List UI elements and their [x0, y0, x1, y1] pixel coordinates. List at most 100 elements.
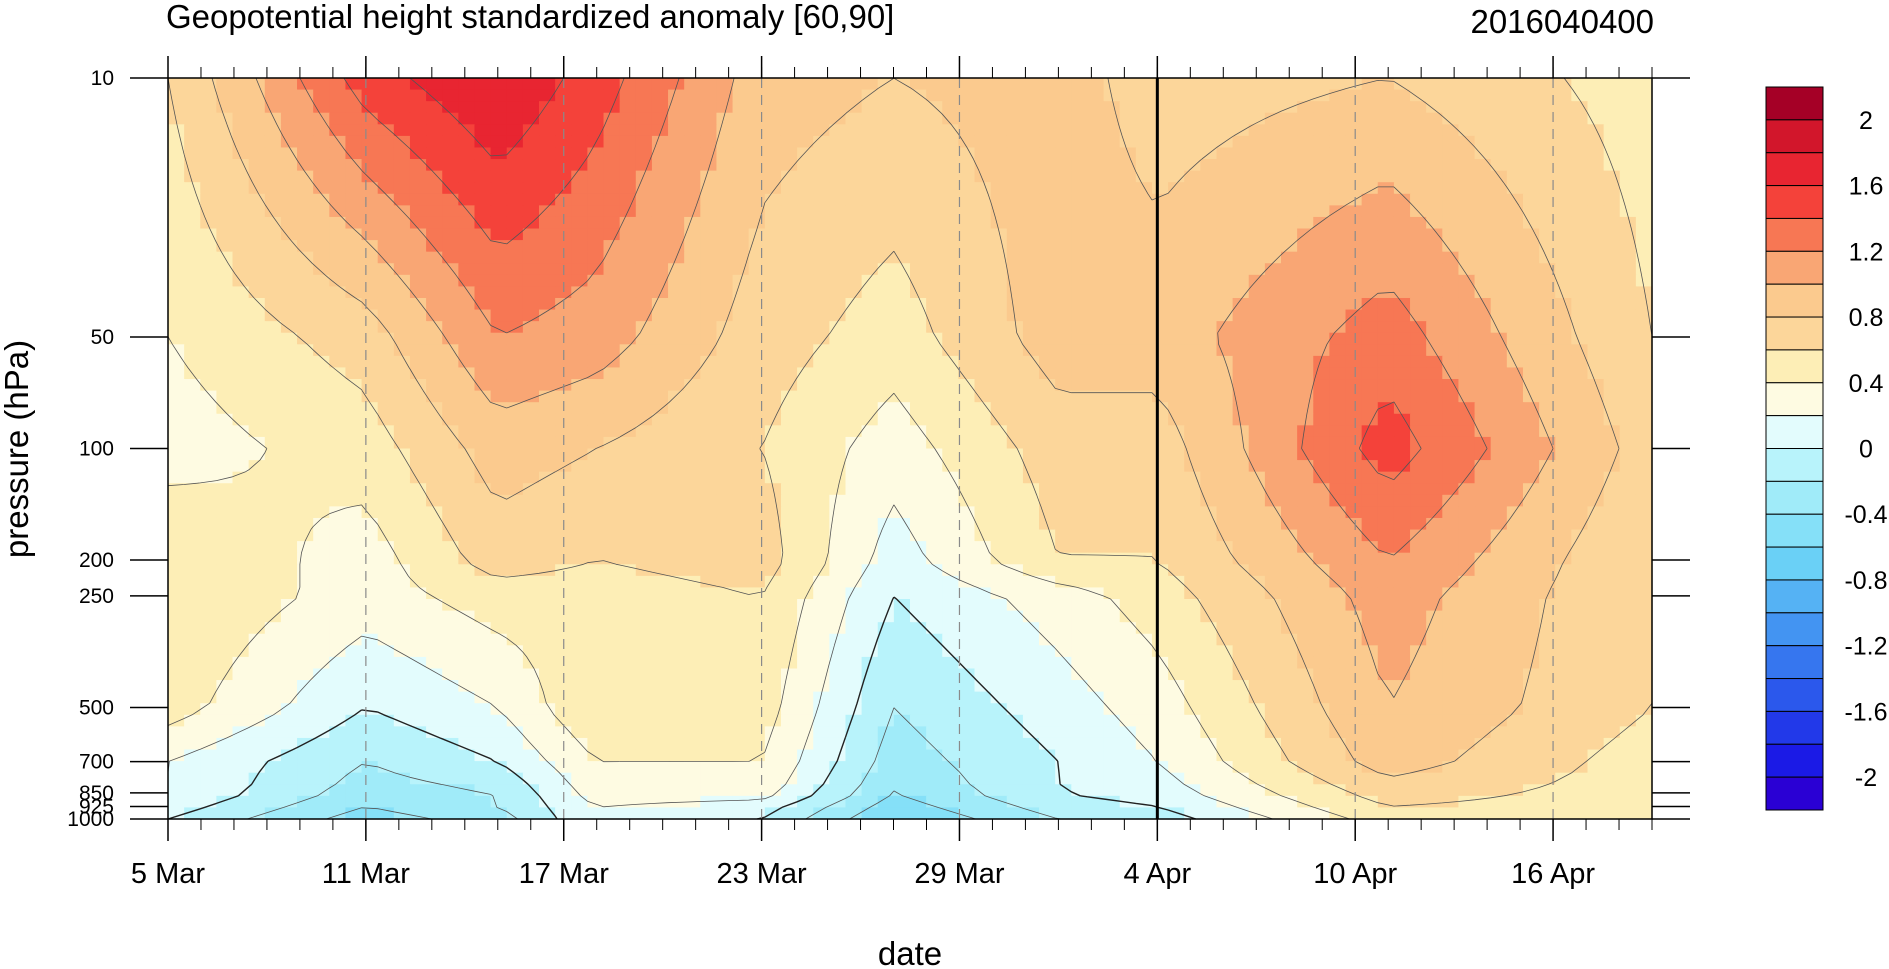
contour-cell — [1071, 402, 1089, 415]
contour-cell — [313, 193, 330, 206]
contour-cell — [200, 78, 217, 91]
contour-cell — [974, 309, 992, 322]
contour-cell — [587, 251, 605, 264]
contour-cell — [1571, 159, 1589, 172]
contour-cell — [619, 610, 637, 623]
contour-cell — [1587, 321, 1605, 334]
contour-cell — [684, 541, 701, 554]
contour-cell — [1603, 309, 1621, 322]
contour-cell — [1297, 610, 1314, 623]
contour-cell — [1151, 691, 1169, 704]
contour-cell — [974, 436, 992, 450]
contour-cell — [184, 170, 201, 183]
contour-cell — [910, 587, 927, 600]
contour-cell — [861, 517, 879, 531]
contour-cell — [474, 89, 492, 102]
contour-cell — [1184, 205, 1201, 218]
contour-cell — [1281, 78, 1298, 91]
contour-cell — [716, 668, 734, 681]
contour-cell — [764, 170, 782, 183]
contour-cell — [1571, 552, 1589, 565]
contour-cell — [1377, 494, 1395, 507]
contour-cell — [248, 286, 266, 299]
contour-cell — [1603, 425, 1621, 438]
contour-cell — [813, 182, 830, 195]
contour-cell — [1200, 101, 1218, 114]
contour-cell — [829, 355, 847, 369]
contour-cell — [813, 425, 830, 438]
contour-cell — [377, 680, 395, 693]
contour-cell — [1555, 610, 1572, 623]
contour-cell — [829, 263, 847, 276]
contour-cell — [732, 182, 750, 195]
contour-cell — [506, 529, 524, 542]
contour-cell — [1281, 112, 1298, 125]
contour-cell — [1232, 529, 1250, 542]
contour-cell — [426, 494, 443, 507]
contour-cell — [1281, 332, 1298, 345]
contour-cell — [893, 297, 911, 311]
contour-cell — [990, 170, 1008, 183]
contour-cell — [1393, 494, 1411, 507]
contour-cell — [1264, 564, 1282, 577]
contour-cell — [313, 101, 330, 114]
contour-cell — [1006, 691, 1024, 704]
contour-cell — [1571, 494, 1589, 507]
contour-cell — [1619, 367, 1637, 380]
contour-cell — [1522, 680, 1540, 693]
contour-cell — [926, 691, 943, 704]
contour-cell — [797, 529, 814, 542]
contour-cell — [184, 344, 201, 357]
contour-cell — [651, 297, 669, 311]
contour-cell — [1216, 344, 1234, 357]
contour-cell — [845, 668, 863, 681]
contour-cell — [1571, 691, 1589, 704]
contour-cell — [1264, 425, 1282, 438]
contour-cell — [539, 112, 556, 125]
contour-cell — [522, 587, 540, 600]
contour-cell — [426, 170, 443, 183]
contour-cell — [845, 112, 863, 125]
contour-cell — [522, 379, 540, 392]
contour-cell — [1200, 78, 1218, 91]
contour-cell — [684, 402, 701, 415]
contour-cell — [926, 413, 943, 426]
contour-cell — [361, 193, 379, 206]
contour-cell — [877, 205, 895, 218]
contour-cell — [1168, 321, 1185, 334]
contour-cell — [1426, 483, 1443, 496]
contour-cell — [1184, 135, 1201, 149]
contour-cell — [442, 159, 459, 172]
contour-cell — [248, 216, 266, 230]
contour-cell — [797, 402, 814, 415]
contour-cell — [1539, 332, 1556, 345]
contour-cell — [474, 101, 492, 114]
contour-cell — [1393, 309, 1411, 322]
contour-cell — [313, 517, 330, 531]
contour-cell — [1361, 633, 1379, 646]
contour-cell — [829, 367, 847, 380]
contour-cell — [1264, 135, 1282, 149]
contour-cell — [1571, 529, 1589, 542]
contour-cell — [1393, 216, 1411, 230]
contour-cell — [1393, 390, 1411, 403]
contour-cell — [1361, 483, 1379, 496]
contour-cell — [1522, 425, 1540, 438]
contour-cell — [248, 240, 266, 253]
contour-cell — [1619, 78, 1637, 91]
contour-cell — [506, 263, 524, 276]
contour-cell — [393, 425, 411, 438]
contour-cell — [1619, 413, 1637, 426]
contour-cell — [1474, 610, 1492, 623]
contour-cell — [877, 147, 895, 160]
contour-cell — [1393, 240, 1411, 253]
contour-cell — [1200, 622, 1218, 635]
contour-cell — [1458, 552, 1476, 565]
contour-cell — [1281, 633, 1298, 646]
contour-cell — [1506, 483, 1524, 496]
contour-cell — [910, 216, 927, 230]
contour-cell — [1135, 147, 1153, 160]
contour-cell — [1474, 263, 1492, 276]
contour-cell — [861, 402, 879, 415]
contour-cell — [1297, 228, 1314, 241]
